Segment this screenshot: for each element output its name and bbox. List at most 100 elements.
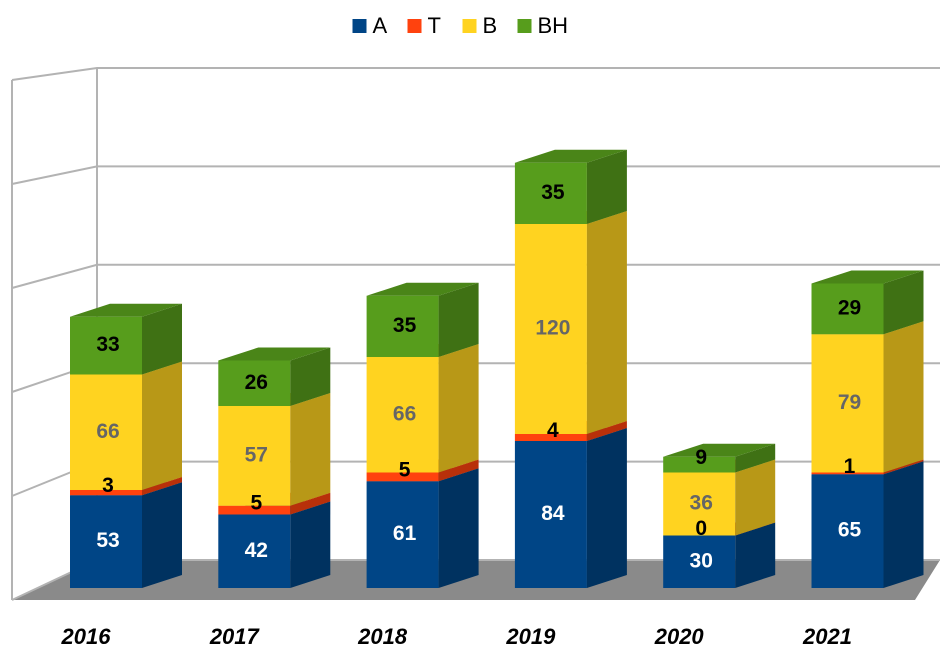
bar-front xyxy=(218,505,291,515)
bar-side xyxy=(142,477,182,496)
legend-swatch xyxy=(407,19,422,33)
legend-swatch xyxy=(462,19,477,33)
x-tick-label: 2018 xyxy=(357,624,408,648)
bar-segment xyxy=(218,393,331,506)
value-label: 35 xyxy=(541,181,565,204)
bar-front xyxy=(70,490,142,496)
value-label: 57 xyxy=(245,443,268,466)
bar-side xyxy=(883,270,924,335)
bar-segment xyxy=(811,461,924,588)
value-label: 26 xyxy=(245,371,268,394)
value-label: 65 xyxy=(838,519,862,542)
bar-side xyxy=(290,501,331,588)
bar-side xyxy=(883,461,924,588)
bar-front xyxy=(366,295,439,357)
value-label: 66 xyxy=(393,402,416,425)
value-label: 4 xyxy=(547,419,559,442)
bar-front xyxy=(811,472,884,475)
legend-swatch xyxy=(352,19,367,33)
bar-side xyxy=(142,361,182,490)
bar-segment xyxy=(811,270,924,335)
bar-segment xyxy=(811,321,924,473)
value-label: 79 xyxy=(838,391,861,414)
bar-front xyxy=(811,334,884,473)
bar-top xyxy=(218,347,331,361)
bar-front xyxy=(366,472,439,482)
bar-front xyxy=(366,481,439,588)
legend-swatch xyxy=(517,19,532,33)
bar-side xyxy=(290,393,331,506)
legend-label: BH xyxy=(538,13,569,38)
bar-side xyxy=(735,522,776,588)
bar-front xyxy=(514,224,587,434)
legend-label: B xyxy=(483,13,498,38)
grid-line xyxy=(11,165,940,185)
bar-segment xyxy=(70,361,182,490)
bar-side xyxy=(735,443,776,473)
bar-front xyxy=(514,162,587,224)
bar-side xyxy=(883,459,924,475)
x-tick-label: 2020 xyxy=(654,624,705,648)
value-label: 61 xyxy=(393,522,417,545)
value-label: 5 xyxy=(250,492,262,515)
bar-front xyxy=(70,374,142,490)
value-label: 3 xyxy=(102,474,114,497)
bar-segment xyxy=(514,428,627,588)
value-label: 30 xyxy=(690,549,713,572)
value-label: 66 xyxy=(96,420,119,443)
bar-side xyxy=(438,459,479,482)
bar-segment xyxy=(514,149,627,224)
bar-front xyxy=(366,357,439,473)
bar-side xyxy=(586,421,627,441)
bar-front xyxy=(514,441,587,588)
value-label: 36 xyxy=(690,492,713,515)
bar-side xyxy=(142,482,182,588)
bar-front xyxy=(218,360,291,406)
bar-side xyxy=(586,211,627,434)
grid-line xyxy=(11,263,940,289)
bar-segment xyxy=(366,344,479,473)
value-label: 9 xyxy=(695,446,707,469)
value-label: 1 xyxy=(844,455,856,478)
bar-front xyxy=(70,495,142,588)
bar-segment xyxy=(70,482,182,588)
bar-segment xyxy=(366,468,479,588)
bar-segment xyxy=(663,443,776,473)
bar-top xyxy=(70,303,182,317)
bar-front xyxy=(663,472,736,536)
value-label: 29 xyxy=(838,296,861,319)
value-label: 5 xyxy=(399,458,411,481)
value-label: 120 xyxy=(535,317,570,340)
bar-side xyxy=(290,347,331,406)
bar-segment xyxy=(218,347,331,406)
bar-front xyxy=(514,434,587,441)
value-label: 84 xyxy=(541,502,565,525)
bar-side xyxy=(142,303,182,375)
bar-top xyxy=(366,282,479,296)
x-tick-label: 2016 xyxy=(61,624,112,648)
legend-label: A xyxy=(373,13,388,38)
bar-top xyxy=(811,270,924,284)
x-tick-label: 2019 xyxy=(505,624,556,648)
value-label: 0 xyxy=(695,517,707,540)
value-label: 35 xyxy=(393,314,417,337)
value-label: 53 xyxy=(96,529,119,552)
value-label: 42 xyxy=(245,539,268,562)
bar-front xyxy=(811,474,884,588)
bar-front xyxy=(663,535,736,588)
bar-side xyxy=(290,492,331,515)
bar-front xyxy=(663,456,736,473)
bar-front xyxy=(218,406,291,506)
bar-segment xyxy=(70,303,182,375)
bar-segment xyxy=(514,211,627,434)
value-label: 33 xyxy=(96,333,119,356)
bar-front xyxy=(811,283,884,335)
bar-top xyxy=(663,443,776,457)
bar-side xyxy=(438,282,479,357)
bar-side xyxy=(586,428,627,588)
grid-line xyxy=(11,67,940,81)
x-tick-label: 2021 xyxy=(802,624,852,648)
bar-segment xyxy=(366,282,479,357)
bar-side xyxy=(883,321,924,473)
